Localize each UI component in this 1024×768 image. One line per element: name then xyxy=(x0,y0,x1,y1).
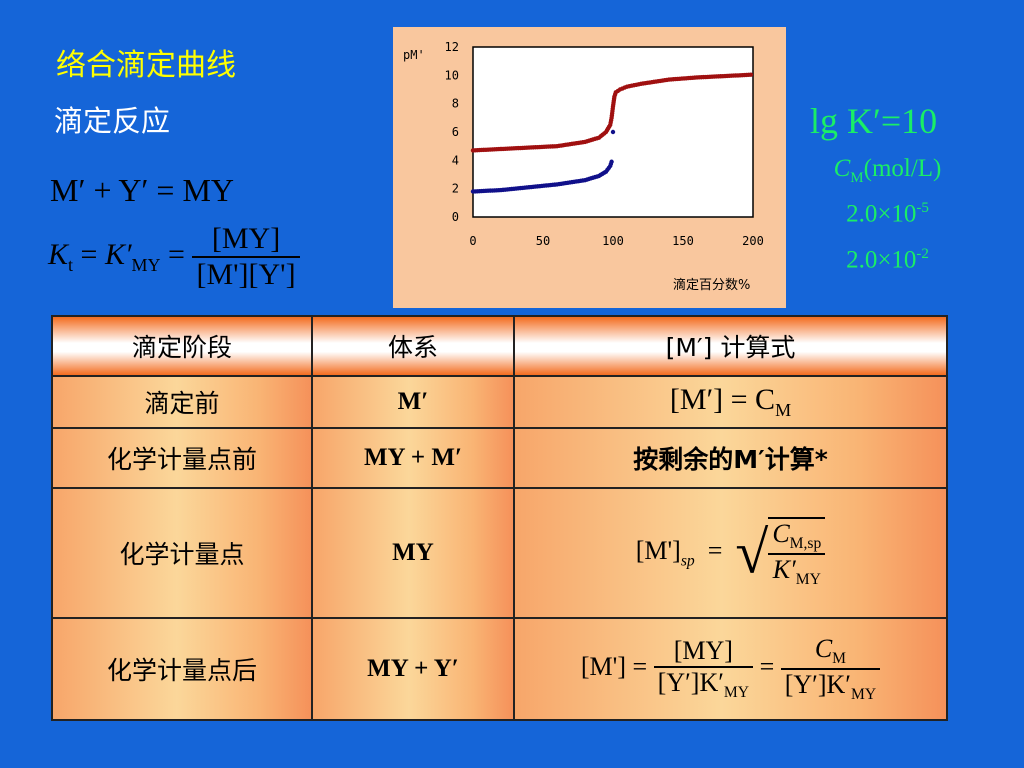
table-header-row: 滴定阶段 体系 [M′] 计算式 xyxy=(51,315,948,377)
y-tick-label: 8 xyxy=(452,97,459,111)
x-tick-label: 50 xyxy=(536,234,550,248)
y-tick-label: 0 xyxy=(452,210,459,224)
after-lhs: [M'] = xyxy=(580,651,648,681)
y-axis-label: pM' xyxy=(403,48,425,62)
row-formula: 按剩余的M′计算* xyxy=(513,427,948,489)
sp-numerator: CM,sp xyxy=(768,518,826,555)
eq2-fraction: [MY] [M'][Y'] xyxy=(192,222,300,292)
row-formula: [M′] = CM xyxy=(513,375,948,429)
table-row: 化学计量点前 MY + M′ 按剩余的M′计算* xyxy=(51,427,948,489)
eq2-lhs: K xyxy=(48,237,69,271)
sp-lhs: [M'] xyxy=(635,535,681,565)
header-formula: [M′] 计算式 xyxy=(513,315,948,377)
concentration-1-exp: -5 xyxy=(916,200,929,216)
y-tick-label: 2 xyxy=(452,182,459,196)
x-tick-label: 150 xyxy=(672,234,694,248)
sp-den-sub: MY xyxy=(795,571,821,589)
row-stage: 滴定前 xyxy=(51,375,313,429)
after-num-2-text: C xyxy=(814,633,833,663)
header-system: 体系 xyxy=(311,315,515,377)
sqrt-sign: √ xyxy=(735,519,769,586)
eq2-lhs-sub: t xyxy=(68,254,74,275)
x-tick-label: 0 xyxy=(469,234,476,248)
row-system: M′ xyxy=(311,375,515,429)
row-system: MY xyxy=(311,487,515,619)
lg-k-text: lg K′=10 xyxy=(810,101,938,141)
y-tick-label: 4 xyxy=(452,153,459,167)
eq2-mid: K′ xyxy=(104,237,132,271)
after-den-1-sub: MY xyxy=(723,684,750,702)
cm-sub: M xyxy=(850,170,864,186)
slide-title: 络合滴定曲线 xyxy=(56,48,236,83)
concentration-2: 2.0×10-2 xyxy=(800,246,975,274)
table-row: 化学计量点 MY [M']sp = √ CM,sp K′MY xyxy=(51,487,948,619)
sp-den-text: K′ xyxy=(772,555,796,584)
stability-constant-equation: Kt = K′MY = [MY] [M'][Y'] xyxy=(48,222,300,292)
row-stage: 化学计量点 xyxy=(51,487,313,619)
row-stage: 化学计量点前 xyxy=(51,427,313,489)
cm-unit: (mol/L) xyxy=(863,155,942,182)
sp-num-text: C xyxy=(772,518,790,548)
row-system: MY + M′ xyxy=(311,427,515,489)
eq2-mid-sub: MY xyxy=(131,254,161,275)
concentration-2-base: 2.0×10 xyxy=(846,246,917,274)
header-stage: 滴定阶段 xyxy=(51,315,313,377)
sp-lhs-sub: sp xyxy=(680,552,695,570)
series-1-point xyxy=(748,72,754,77)
row-formula: [M'] = [MY] [Y′]K′MY = CM [Y′]K′MY xyxy=(513,617,948,721)
eq2-denominator: [M'][Y'] xyxy=(196,258,296,291)
row-system: MY + Y′ xyxy=(311,617,515,721)
sp-num-sub: M,sp xyxy=(789,535,822,552)
eq2-numerator: [MY] xyxy=(192,222,300,258)
series-2-point xyxy=(609,159,614,164)
x-tick-label: 200 xyxy=(742,234,764,248)
reaction-equation: M′ + Y′ = MY xyxy=(50,172,235,208)
table-row: 滴定前 M′ [M′] = CM xyxy=(51,375,948,429)
concentration-1-base: 2.0×10 xyxy=(846,200,917,228)
after-num-2-sub: M xyxy=(832,650,847,667)
sp-fraction: CM,sp K′MY xyxy=(768,516,826,589)
chart-svg: pM' 滴定百分数% 0 2 4 6 8 10 12 0 50 100 150 200 xyxy=(403,40,764,293)
after-den-2-sub: MY xyxy=(850,686,877,704)
lg-k-value: lg K′=10 xyxy=(810,100,937,142)
concentration-2-exp: -2 xyxy=(916,246,929,262)
concentration-heading: CM(mol/L) xyxy=(800,155,975,187)
after-num-1: [MY] xyxy=(653,636,754,668)
formula-text: [M′] = C xyxy=(669,383,776,416)
slide-subtitle: 滴定反应 xyxy=(54,104,171,138)
after-fraction-1: [MY] [Y′]K′MY xyxy=(653,636,754,702)
concentration-1: 2.0×10-5 xyxy=(800,200,975,228)
y-tick-label: 10 xyxy=(445,68,459,82)
cm-symbol: C xyxy=(833,155,851,182)
y-tick-label: 6 xyxy=(452,125,459,139)
after-den-1-text: [Y′]K′ xyxy=(657,667,724,697)
row-formula: [M']sp = √ CM,sp K′MY xyxy=(513,487,948,619)
x-axis-label: 滴定百分数% xyxy=(673,277,750,293)
after-den-2-text: [Y′]K′ xyxy=(784,670,851,699)
y-tick-label: 12 xyxy=(445,40,459,54)
titration-stage-table: 滴定阶段 体系 [M′] 计算式 滴定前 M′ [M′] = CM 化学计量点前… xyxy=(51,315,948,721)
after-den-2: [Y′]K′MY xyxy=(781,670,880,704)
row-stage: 化学计量点后 xyxy=(51,617,313,721)
after-fraction-2: CM [Y′]K′MY xyxy=(780,633,881,704)
x-tick-label: 100 xyxy=(602,234,624,248)
sp-denominator: K′MY xyxy=(768,555,825,589)
table-row: 化学计量点后 MY + Y′ [M'] = [MY] [Y′]K′MY = CM… xyxy=(51,617,948,721)
titration-curve-chart: pM' 滴定百分数% 0 2 4 6 8 10 12 0 50 100 150 200 xyxy=(393,27,786,308)
marker-point xyxy=(610,129,616,135)
after-num-2: CM xyxy=(780,633,881,670)
formula-sub: M xyxy=(775,400,792,420)
after-den-1: [Y′]K′MY xyxy=(654,668,753,702)
